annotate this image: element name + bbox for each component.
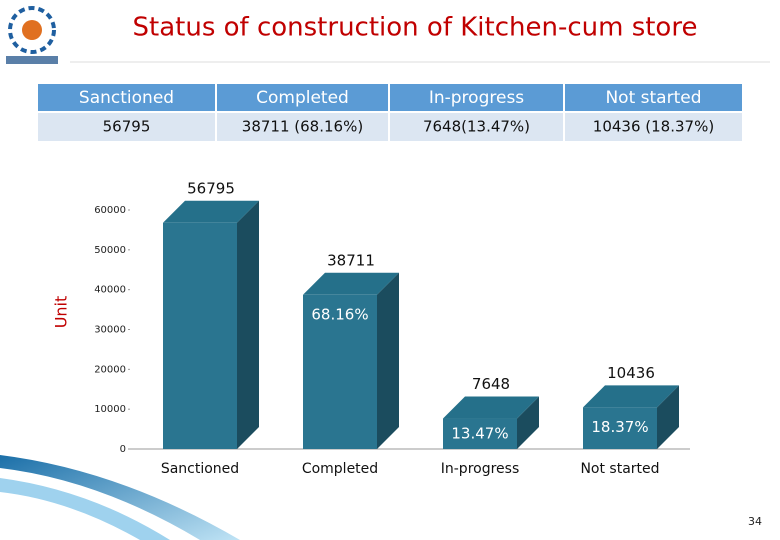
percent-label: 18.37% (591, 418, 648, 436)
bar-side (377, 272, 399, 449)
bar-top (163, 200, 259, 223)
bar (443, 418, 517, 449)
x-tick-label: Completed (302, 461, 378, 477)
slide-number: 34 (748, 515, 762, 528)
percent-label: 68.16% (311, 305, 368, 323)
y-axis-label: Unit (52, 296, 71, 329)
bar-side (657, 385, 679, 449)
header-cell (217, 84, 388, 111)
header-cell (38, 84, 215, 111)
data-cell (217, 113, 388, 141)
data-cell (565, 113, 742, 141)
bar-top (583, 385, 679, 408)
bar-top (443, 396, 539, 419)
y-tick-label: 10000 (94, 404, 126, 415)
logo (6, 6, 58, 64)
y-tick-label: 0 (120, 444, 126, 455)
decoration (0, 478, 170, 540)
y-tick-label: 50000 (94, 245, 126, 256)
bar (583, 407, 657, 449)
header-cell (390, 84, 563, 111)
y-tick-label: 30000 (94, 325, 126, 336)
value-label: 56795 (187, 179, 235, 197)
decoration (0, 455, 240, 540)
bar (303, 294, 377, 449)
header-cell (565, 84, 742, 111)
bar-side (237, 200, 259, 449)
percent-label: 13.47% (451, 424, 508, 442)
cell-text: 38711 (68.16%) (242, 118, 363, 136)
cell-text: 10436 (18.37%) (593, 118, 714, 136)
data-cell (38, 113, 215, 141)
value-label: 10436 (607, 364, 655, 382)
header-text: Sanctioned (79, 88, 174, 108)
y-tick-label: 20000 (94, 364, 126, 375)
x-tick-label: Sanctioned (161, 461, 239, 477)
value-label: 38711 (327, 251, 375, 269)
y-tick-label: 60000 (94, 205, 126, 216)
x-tick-label: Not started (580, 461, 659, 477)
header-text: Completed (256, 88, 349, 108)
status-table: Sanctioned Completed In-progress Not starte… (38, 84, 742, 141)
value-label: 7648 (472, 375, 510, 393)
header-text: In-progress (429, 88, 524, 108)
x-tick-label: In-progress (441, 461, 520, 477)
bar-top (303, 272, 399, 295)
bar-side (517, 396, 539, 449)
data-cell (390, 113, 563, 141)
y-tick-label: 40000 (94, 285, 126, 296)
header-text: Not started (605, 88, 701, 108)
bar (163, 222, 237, 449)
cell-text: 7648(13.47%) (423, 118, 530, 136)
slide-title: Status of construction of Kitchen-cum st… (133, 13, 698, 43)
cell-text: 56795 (103, 118, 151, 136)
